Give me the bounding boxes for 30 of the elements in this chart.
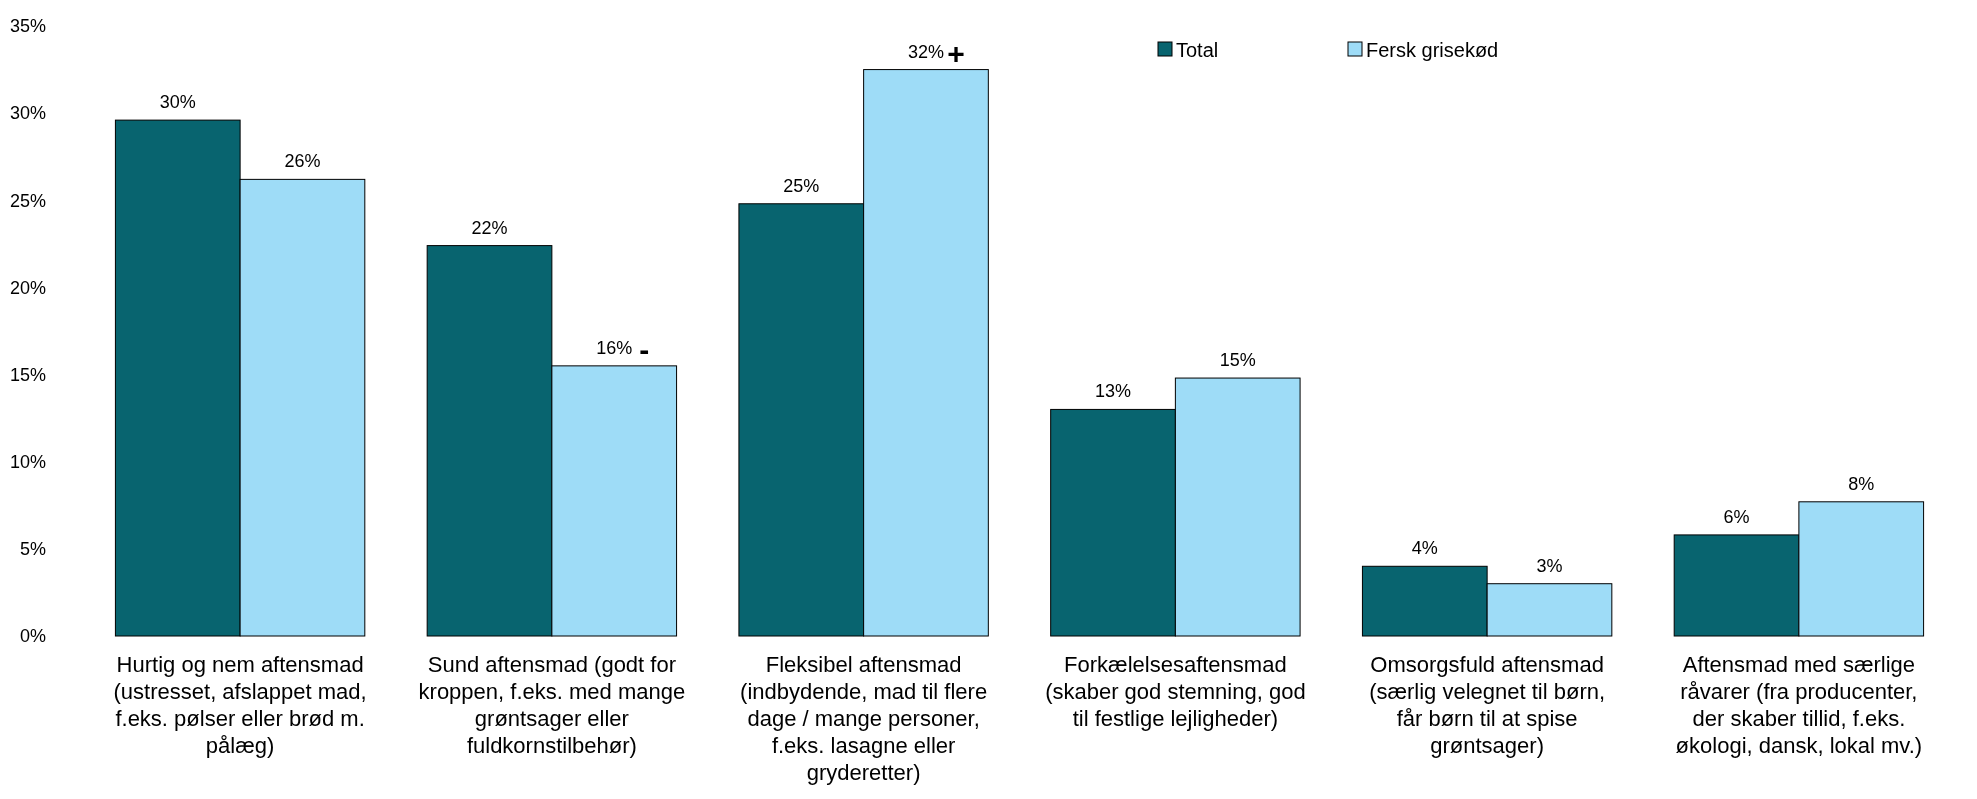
y-tick-label: 20% <box>9 277 46 298</box>
data-label: 16% <box>596 337 633 358</box>
x-tick-label: Aftensmad med særlige råvarer (fra producenter, der skaber tillid, f.eks. økologi, dansk, lokal mv.) <box>1675 652 1923 758</box>
data-label: 22% <box>471 217 508 238</box>
y-tick-label: 35% <box>9 16 46 37</box>
data-label: 32% <box>907 41 944 62</box>
x-tick-label: Hurtig og nem aftensmad (ustresset, afslappet mad, f.eks. pølser eller brød m. pålæg) <box>113 652 367 758</box>
data-label: 6% <box>1723 506 1750 527</box>
legend-label: Total <box>1176 39 1219 61</box>
data-label: 15% <box>1219 350 1256 371</box>
data-label: 8% <box>1848 473 1875 494</box>
data-label: 26% <box>284 151 321 172</box>
annotation: - <box>639 332 650 366</box>
data-label: 13% <box>1095 381 1132 402</box>
y-tick-label: 5% <box>19 539 46 560</box>
x-tick-label: Sund aftensmad (godt for kroppen, f.eks. med mange grøntsager eller fuldkornstilbehør) <box>418 652 686 758</box>
data-label: 3% <box>1536 555 1563 576</box>
x-tick-label: Forkælelsesaftensmad (skaber god stemning, god til festlige lejligheder) <box>1045 652 1306 731</box>
x-tick-label: Omsorgsfuld aftensmad (særlig velegnet til børn, får børn til at spise grøntsager) <box>1369 652 1606 758</box>
y-tick-label: 30% <box>9 103 46 124</box>
y-tick-label: 15% <box>9 364 46 385</box>
legend-label: Fersk grisekød <box>1366 39 1499 61</box>
y-tick-label: 25% <box>9 190 46 211</box>
y-tick-label: 0% <box>19 626 46 647</box>
data-label: 4% <box>1411 538 1438 559</box>
annotation: + <box>947 36 965 70</box>
data-label: 30% <box>159 92 196 113</box>
data-label: 25% <box>783 175 820 196</box>
x-tick-label: Fleksibel aftensmad (indbydende, mad til flere dage / mange personer, f.eks. lasagne eller gryderetter) <box>740 652 988 785</box>
y-tick-label: 10% <box>9 452 46 473</box>
